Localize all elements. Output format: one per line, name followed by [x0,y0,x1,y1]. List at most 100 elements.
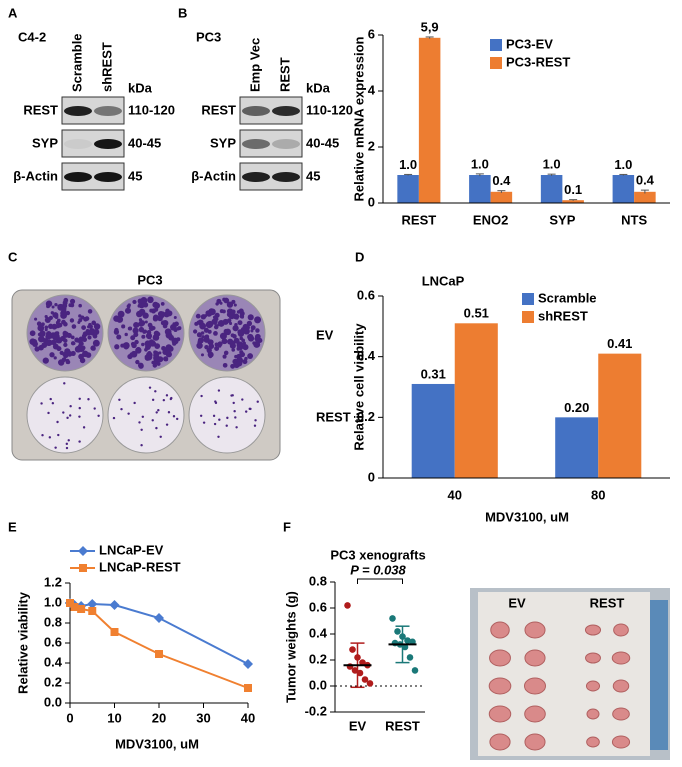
panel-label: D [355,249,364,264]
colony [225,329,231,336]
colony [205,321,213,329]
colony [231,348,236,352]
colony [60,336,64,340]
colony [212,315,217,320]
row-label: β-Actin [191,168,236,183]
y-axis-label: Tumor weights (g) [283,591,298,703]
colony [169,397,173,401]
marker [78,546,88,556]
colony [78,406,81,410]
colony [34,317,38,321]
colony [140,428,143,431]
tumor [490,621,510,639]
colony [42,357,49,364]
colony [121,324,126,329]
marker [110,628,119,636]
value-label: 0.20 [564,400,589,415]
chart-title: LNCaP [422,273,465,288]
colony [130,335,136,341]
colony [165,394,169,397]
colony [246,320,253,327]
colony [65,442,69,446]
colony [242,359,248,365]
y-tick-label: 0.8 [44,614,62,629]
tumor [524,649,546,667]
photo-column: REST [590,595,625,610]
x-tick-label: 0 [66,710,73,725]
lane-label: shREST [99,42,114,92]
colony [45,339,52,347]
colony [241,398,244,401]
colony [205,310,213,317]
colony [114,327,119,333]
colony [250,325,256,331]
colony [32,341,38,347]
colony [93,328,100,335]
colony [74,345,82,353]
y-axis-label: Relative viability [15,591,30,694]
colony [225,424,228,427]
colony [232,401,235,405]
colony [63,382,66,385]
colony [139,323,143,327]
marker [87,599,98,609]
point [411,667,419,674]
colony [239,336,244,341]
colony [38,335,45,343]
colony [222,362,228,368]
colony [232,325,239,332]
colony [155,411,158,414]
colony [196,320,201,325]
colony [54,446,57,449]
legend-swatch [522,311,534,323]
colony [208,354,213,359]
value-label: 0.51 [464,306,489,321]
colony [141,415,145,418]
colony [91,346,96,351]
colony [131,342,137,349]
x-tick-label: SYP [549,212,575,227]
tumor [611,651,631,665]
colony [167,411,171,414]
colony [136,310,143,318]
tumor [586,708,600,720]
colony [152,363,158,368]
x-axis-label: MDV3100, uM [115,736,199,751]
tumor [611,735,631,749]
blot-band [94,106,122,116]
colony [193,329,198,334]
colony [112,416,116,420]
colony [51,305,55,309]
legend-swatch [490,39,502,51]
y-tick-label: 0.0 [44,694,62,709]
colony [63,321,68,327]
colony [231,394,234,397]
colony [88,322,92,327]
y-tick-label: 6 [368,26,375,41]
colony [247,353,254,359]
colony [145,353,153,361]
point [349,646,356,653]
panel-label: C [8,249,18,264]
ruler [650,600,668,750]
colony [78,336,84,342]
colony [152,334,160,341]
colony [61,357,67,363]
photo-title: PC3 [137,272,162,287]
colony [233,303,237,307]
colony [226,311,233,318]
panel-label: E [8,519,17,534]
colony [230,363,236,369]
well [26,376,104,454]
tumor [585,652,601,664]
tumor [586,736,600,748]
colony [141,303,146,307]
tumor [489,733,511,751]
colony [150,341,156,346]
colony [217,435,220,438]
colony [116,334,122,340]
colony [54,302,58,307]
marker [77,605,86,613]
bar [634,191,656,203]
colony [223,350,229,356]
